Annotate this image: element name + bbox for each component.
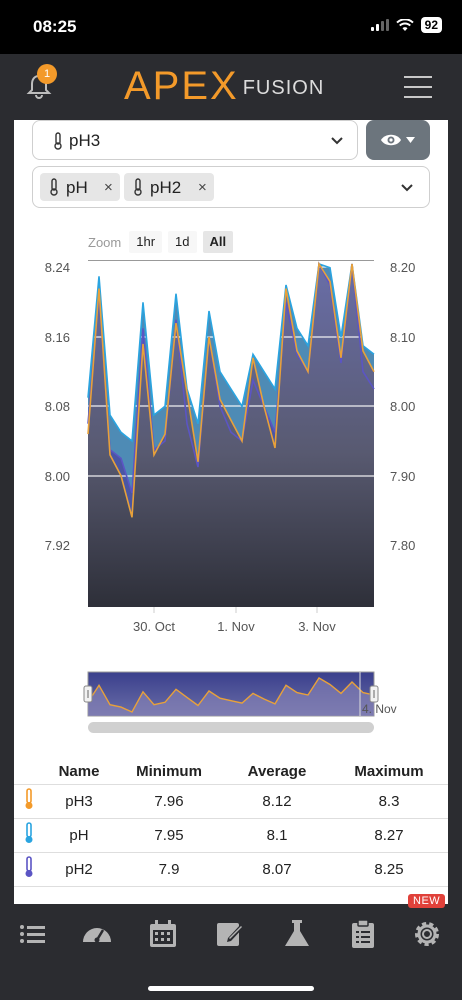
- battery-indicator: 92: [420, 17, 442, 33]
- navigator-scrollbar: [88, 722, 374, 733]
- eye-icon: [381, 134, 401, 146]
- probe-color-icon: [14, 851, 44, 887]
- clipboard-icon[interactable]: [347, 918, 379, 950]
- thermometer-icon: [134, 178, 142, 196]
- edit-note-icon[interactable]: [214, 918, 246, 950]
- navigator-end-label: 4. Nov: [362, 702, 397, 716]
- wifi-icon: [395, 18, 414, 31]
- stat-name: pH: [44, 817, 114, 852]
- right-axis-tick-label: 8.00: [390, 399, 415, 414]
- stats-row: pH3 7.96 8.12 8.3: [14, 783, 448, 818]
- primary-probe-select[interactable]: pH3: [32, 120, 358, 160]
- remove-chip-icon[interactable]: ×: [104, 179, 113, 196]
- chevron-down-icon: [331, 137, 343, 145]
- thermometer-icon: [54, 132, 62, 150]
- thermometer-icon: [25, 856, 33, 877]
- logo-apex-text: APEX: [124, 63, 239, 108]
- series-line-ph2: [87, 261, 375, 494]
- stat-minimum: 7.9: [114, 851, 224, 887]
- status-time: 08:25: [33, 17, 77, 36]
- left-axis-tick-label: 8.16: [45, 330, 70, 345]
- status-bar: 08:25 92: [0, 0, 462, 54]
- apex-fusion-logo: APEX FUSION: [124, 64, 324, 108]
- x-axis-tick-label: 30. Oct: [133, 619, 175, 634]
- right-axis-tick-label: 8.20: [390, 260, 415, 275]
- left-axis-tick-label: 7.92: [45, 538, 70, 553]
- caret-down-icon: [406, 137, 415, 143]
- zoom-controls: Zoom 1hr 1d All: [88, 230, 234, 254]
- column-header-average: Average: [247, 763, 307, 781]
- thermometer-icon: [50, 178, 58, 196]
- ph-chart[interactable]: 8.24 8.16 8.08 8.00 7.92 8.20 8.10 8.00 7.90 7.80…: [14, 260, 448, 760]
- stat-average: 8.12: [224, 783, 330, 818]
- stat-name: pH2: [44, 851, 114, 887]
- navigator-area: [88, 678, 374, 716]
- status-icons: 92: [370, 17, 442, 33]
- left-axis-tick-label: 8.00: [45, 469, 70, 484]
- list-icon[interactable]: [17, 918, 49, 950]
- stats-row: pH2 7.9 8.07 8.25: [14, 851, 448, 887]
- right-axis-tick-label: 7.80: [390, 538, 415, 553]
- graph-panel: pH3 pH ×: [14, 120, 448, 904]
- app-header: 1 APEX FUSION: [0, 54, 462, 120]
- compare-probes-select[interactable]: pH × pH2 ×: [32, 166, 430, 208]
- zoom-1hr-button[interactable]: 1hr: [129, 231, 163, 253]
- settings-gear-icon[interactable]: [411, 918, 443, 950]
- stat-minimum: 7.95: [114, 817, 224, 852]
- series-line-ph: [87, 262, 375, 443]
- left-axis-tick-label: 8.08: [45, 399, 70, 414]
- home-indicator: [148, 986, 314, 991]
- stat-average: 8.07: [224, 851, 330, 887]
- range-navigator[interactable]: 4. Nov: [83, 671, 397, 733]
- cellular-signal-icon: [370, 19, 389, 31]
- calendar-icon[interactable]: [147, 918, 179, 950]
- navigator-series-line: [87, 677, 375, 713]
- x-axis-tick-label: 3. Nov: [298, 619, 336, 634]
- bottom-navigation: NEW: [0, 894, 462, 1000]
- stats-row: pH 7.95 8.1 8.27: [14, 817, 448, 852]
- probe-color-icon: [14, 817, 44, 852]
- stat-maximum: 8.3: [330, 783, 448, 818]
- stats-table: Name Minimum Average Maximum pH3 7.96 8.12…: [14, 760, 448, 887]
- series-line-ph3: [87, 261, 375, 518]
- remove-chip-icon[interactable]: ×: [198, 179, 207, 196]
- chart-axes: 8.24 8.16 8.08 8.00 7.92 8.20 8.10 8.00 7.90 7.80…: [45, 260, 416, 634]
- thermometer-icon: [25, 822, 33, 843]
- right-axis-tick-label: 7.90: [390, 469, 415, 484]
- probe-chip: pH2 ×: [124, 173, 214, 201]
- dashboard-gauge-icon[interactable]: [81, 918, 113, 950]
- zoom-1d-button[interactable]: 1d: [168, 231, 197, 253]
- column-header-name: Name: [58, 763, 100, 781]
- stat-maximum: 8.27: [330, 817, 448, 852]
- zoom-all-button[interactable]: All: [202, 231, 234, 253]
- column-header-maximum: Maximum: [354, 763, 424, 781]
- new-feature-badge: NEW: [408, 894, 446, 908]
- column-header-minimum: Minimum: [136, 763, 202, 781]
- thermometer-icon: [25, 788, 33, 809]
- probe-color-icon: [14, 783, 44, 818]
- right-axis-tick-label: 8.10: [390, 330, 415, 345]
- series-area-ph3: [88, 264, 374, 607]
- hamburger-menu-button[interactable]: [404, 76, 432, 98]
- primary-probe-label: pH3: [69, 131, 101, 150]
- stat-average: 8.1: [224, 817, 330, 852]
- zoom-label: Zoom: [88, 234, 122, 250]
- stats-header-row: Name Minimum Average Maximum: [14, 760, 448, 784]
- stat-name: pH3: [44, 783, 114, 818]
- chevron-down-icon: [401, 184, 413, 192]
- stat-maximum: 8.25: [330, 851, 448, 887]
- notification-count-badge: 1: [37, 64, 57, 84]
- stat-minimum: 7.96: [114, 783, 224, 818]
- probe-chip-label: pH: [66, 178, 88, 197]
- probe-chip-label: pH2: [150, 178, 182, 197]
- plot-area: [87, 260, 375, 607]
- visibility-toggle-button[interactable]: [366, 120, 430, 160]
- x-axis-tick-label: 1. Nov: [217, 619, 255, 634]
- logo-fusion-text: FUSION: [242, 76, 325, 99]
- probe-chip: pH ×: [40, 173, 120, 201]
- flask-icon[interactable]: [281, 918, 313, 950]
- left-axis-tick-label: 8.24: [45, 260, 70, 275]
